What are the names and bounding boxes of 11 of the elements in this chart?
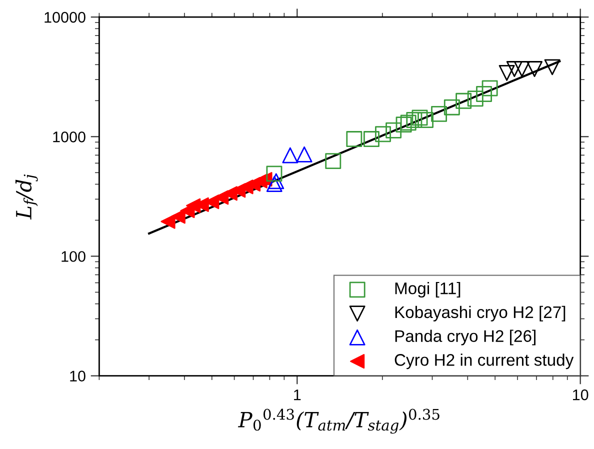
text: P$_{0}$$^{0.43}$(T$_{atm}$/T$_{stag}$)$^{0.35}$ xyxy=(238,408,440,434)
legend-label: Mogi [11] xyxy=(395,282,460,298)
y-tick-label: 100 xyxy=(62,251,86,262)
legend-label: Panda cryo H2 [26] xyxy=(395,330,536,346)
y-tick-label: 10 xyxy=(70,370,86,382)
y-tick-label: 1000 xyxy=(53,132,86,142)
x-tick-label: 1 xyxy=(294,390,301,400)
y-axis-title: L$_{f}$/d$_{j}$ xyxy=(15,174,38,220)
legend-label: Kobayashi cryo H2 [27] xyxy=(395,306,566,322)
y-tick-label: 10000 xyxy=(44,12,86,23)
legend-label: Cyro H2 in current study xyxy=(394,354,574,370)
